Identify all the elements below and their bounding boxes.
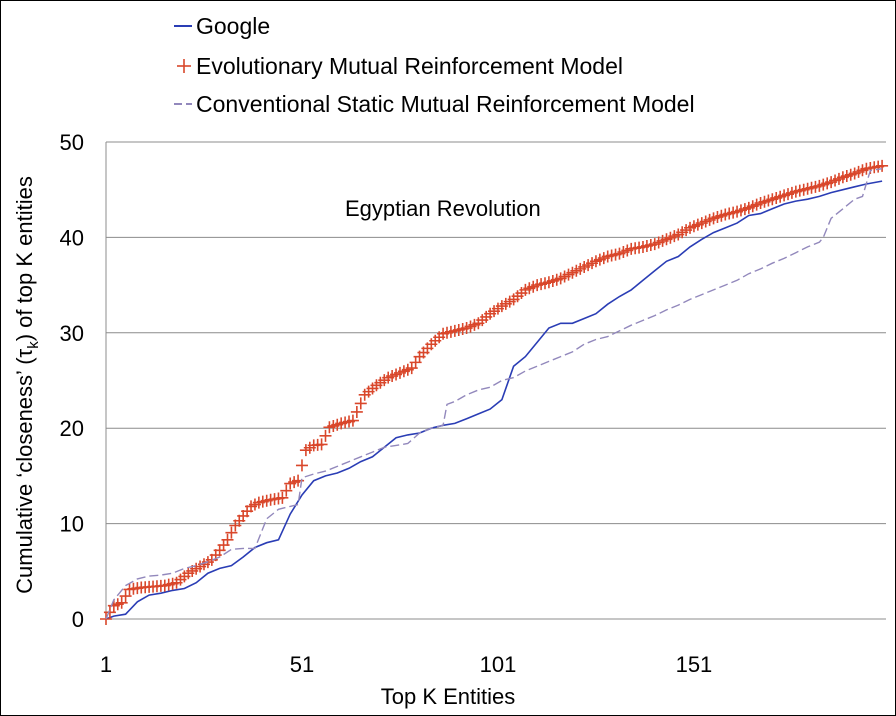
legend-item-conventional: Conventional Static Mutual Reinforcement… [174,91,695,117]
legend: Google Evolutionary Mutual Reinforcement… [174,13,695,117]
x-tick-label-151: 151 [676,652,713,677]
x-axis-title: Top K Entities [381,684,516,709]
marker-evolutionary-mutual-reinforcement-model-33 [225,526,238,539]
marker-evolutionary-mutual-reinforcement-model-6 [119,590,132,603]
legend-label-google: Google [196,13,270,39]
y-axis-title-subscript: k [25,341,42,349]
y-tick-labels: 0 10 20 30 40 50 [60,130,84,632]
marker-evolutionary-mutual-reinforcement-model-65 [350,405,363,418]
legend-item-evolutionary: Evolutionary Mutual Reinforcement Model [177,53,623,79]
x-tick-label-101: 101 [480,652,517,677]
marker-evolutionary-mutual-reinforcement-model-66 [354,397,367,410]
series-layer [100,159,889,625]
marker-evolutionary-mutual-reinforcement-model-57 [319,429,332,442]
y-tick-label-40: 40 [60,225,84,250]
series-evolutionary-mutual-reinforcement-model [100,159,889,625]
legend-item-google: Google [174,13,270,39]
legend-label-evolutionary: Evolutionary Mutual Reinforcement Model [196,53,623,79]
marker-evolutionary-mutual-reinforcement-model-47 [280,484,293,497]
legend-swatch-evolutionary [177,59,191,73]
marker-evolutionary-mutual-reinforcement-model-56 [315,438,328,451]
legend-label-conventional: Conventional Static Mutual Reinforcement… [196,91,695,117]
marker-evolutionary-mutual-reinforcement-model-64 [346,414,359,427]
y-tick-label-0: 0 [72,607,84,632]
series-line-google [105,180,883,620]
marker-evolutionary-mutual-reinforcement-model-5 [115,596,128,609]
y-tick-label-20: 20 [60,416,84,441]
y-axis-title-part1: Cumulative ‘closeness’ (τ [12,348,37,593]
marker-evolutionary-mutual-reinforcement-model-2 [103,606,116,619]
y-tick-label-10: 10 [60,512,84,537]
y-tick-label-50: 50 [60,130,84,155]
marker-evolutionary-mutual-reinforcement-model-46 [276,491,289,504]
series-line-conventional-static-mutual-reinforcement-model [105,168,883,620]
x-tick-label-51: 51 [290,652,314,677]
x-tick-label-1: 1 [100,652,112,677]
marker-evolutionary-mutual-reinforcement-model-32 [221,533,234,546]
y-axis-title-part2: ) of top K entities [12,176,37,341]
x-tick-labels: 1 51 101 151 [100,652,712,677]
marker-evolutionary-mutual-reinforcement-model-199 [876,159,889,172]
y-tick-label-30: 30 [60,321,84,346]
y-axis-title: Cumulative ‘closeness’ (τk) of top K ent… [12,176,42,594]
chart-annotation: Egyptian Revolution [345,196,541,221]
marker-evolutionary-mutual-reinforcement-model-51 [295,459,308,472]
